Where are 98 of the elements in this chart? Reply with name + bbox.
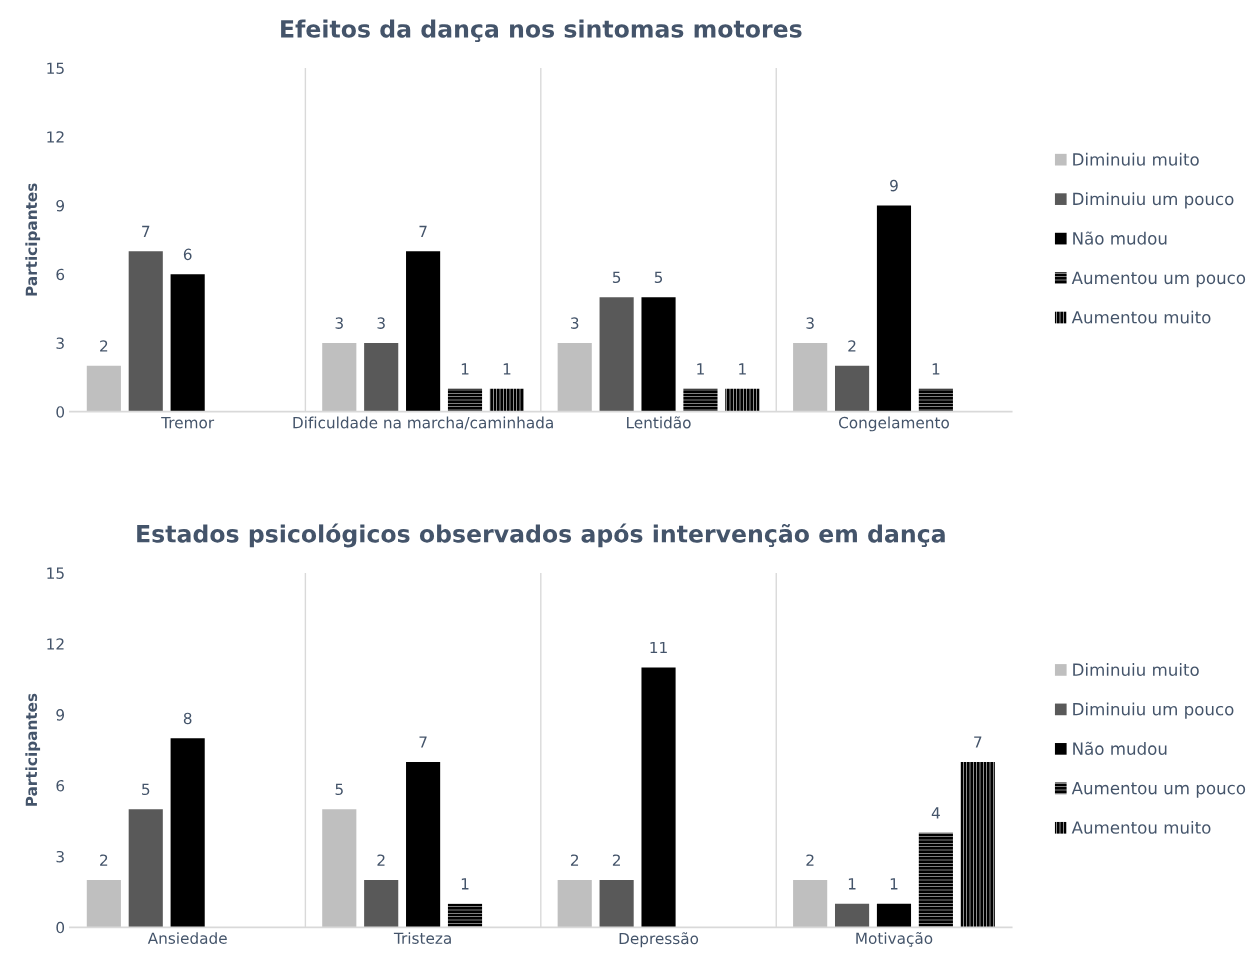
- bar: [170, 274, 205, 412]
- y-tick-label: 6: [56, 268, 65, 281]
- data-label: 1: [503, 363, 511, 375]
- data-label: 8: [183, 712, 192, 725]
- bar: [641, 297, 676, 412]
- data-label: 2: [100, 340, 108, 352]
- data-label: 2: [806, 854, 814, 866]
- bar: [834, 903, 870, 928]
- bar: [322, 809, 357, 928]
- y-tick-label: 0: [56, 921, 65, 934]
- data-label: 1: [697, 363, 704, 375]
- bar: [364, 880, 399, 928]
- data-label: 2: [377, 854, 385, 866]
- bar: [128, 251, 163, 412]
- y-tick-label: 0: [56, 406, 65, 418]
- data-label: 5: [335, 783, 343, 796]
- bar: [918, 832, 953, 928]
- x-tick-label: Ansiedade: [147, 932, 227, 944]
- data-label: 6: [183, 248, 192, 261]
- bar: [447, 903, 483, 928]
- y-tick-label: 9: [56, 199, 65, 212]
- y-axis-title: Participantes: [25, 183, 41, 296]
- bar: [557, 880, 592, 928]
- x-tick-label: Tristeza: [393, 932, 451, 944]
- bar: [170, 738, 205, 928]
- bar: [599, 297, 634, 412]
- data-label: 2: [848, 340, 856, 352]
- legend-label: Diminuiu muito: [1073, 152, 1199, 166]
- bar: [918, 388, 953, 412]
- y-tick-label: 3: [56, 337, 64, 349]
- data-label: 1: [890, 878, 898, 890]
- chart-title: Efeitos da dança nos sintomas motores: [281, 19, 802, 43]
- bar: [834, 365, 870, 412]
- y-tick-label: 9: [56, 709, 65, 721]
- legend-label: Aumentou um pouco: [1071, 271, 1246, 288]
- bar: [599, 880, 634, 928]
- bar: [406, 761, 441, 928]
- bar: [364, 342, 399, 412]
- bar: [683, 388, 718, 412]
- data-label: 5: [612, 271, 621, 284]
- data-label: 11: [650, 641, 667, 654]
- bar: [86, 365, 121, 412]
- bar: [128, 809, 163, 928]
- data-label: 7: [419, 225, 427, 238]
- data-label: 7: [974, 736, 982, 748]
- legend-label: Não mudou: [1073, 231, 1167, 245]
- data-label: 1: [739, 363, 746, 375]
- y-tick-label: 15: [47, 62, 64, 74]
- bar: [447, 388, 483, 412]
- legend-label: Diminuiu muito: [1073, 663, 1199, 677]
- data-label: 2: [570, 854, 579, 866]
- bar: [86, 880, 121, 928]
- legend-label: Não mudou: [1073, 741, 1167, 755]
- data-label: 3: [571, 317, 579, 329]
- data-label: 7: [419, 736, 427, 748]
- data-label: 2: [100, 854, 108, 866]
- bar: [876, 903, 912, 928]
- x-tick-label: Congelamento: [838, 416, 949, 432]
- bar: [876, 205, 912, 412]
- data-label: 7: [142, 225, 150, 238]
- x-tick-label: Tremor: [161, 417, 215, 429]
- data-label: 1: [461, 363, 469, 375]
- x-tick-label: Depressão: [619, 932, 699, 948]
- bar: [641, 667, 676, 928]
- legend-label: Aumentou muito: [1071, 820, 1211, 834]
- data-label: 4: [931, 807, 940, 819]
- bar: [489, 388, 524, 412]
- data-label: 9: [890, 179, 898, 192]
- bar: [793, 342, 828, 412]
- data-label: 2: [612, 854, 620, 866]
- x-tick-label: Motivação: [856, 931, 933, 947]
- bar: [322, 342, 357, 412]
- legend-label: Diminuiu um pouco: [1073, 192, 1234, 209]
- legend-label: Aumentou muito: [1071, 310, 1211, 324]
- x-tick-label: Lentidão: [627, 416, 691, 429]
- chart-title: Estados psicológicos observados após intervenção em dança: [137, 523, 945, 548]
- data-label: 1: [848, 878, 856, 890]
- x-tick-label: Dificuldade na marcha/caminhada: [293, 416, 553, 430]
- data-label: 1: [461, 878, 469, 890]
- data-label: 1: [932, 363, 940, 375]
- bar: [793, 880, 828, 928]
- data-label: 3: [377, 317, 385, 329]
- data-label: 5: [142, 783, 150, 796]
- legend-label: Diminuiu um pouco: [1073, 702, 1234, 719]
- legend-label: Aumentou um pouco: [1071, 782, 1246, 798]
- data-label: 5: [654, 271, 663, 284]
- bar: [557, 342, 592, 412]
- bar: [725, 388, 760, 412]
- bar: [960, 761, 995, 928]
- data-label: 3: [806, 317, 814, 329]
- data-label: 3: [335, 317, 343, 329]
- y-tick-label: 12: [47, 638, 64, 650]
- y-tick-label: 6: [56, 780, 65, 792]
- y-tick-label: 12: [47, 131, 64, 143]
- bar: [406, 251, 441, 412]
- y-tick-label: 3: [56, 850, 64, 863]
- y-axis-title: Participantes: [25, 693, 41, 806]
- y-tick-label: 15: [47, 567, 64, 579]
